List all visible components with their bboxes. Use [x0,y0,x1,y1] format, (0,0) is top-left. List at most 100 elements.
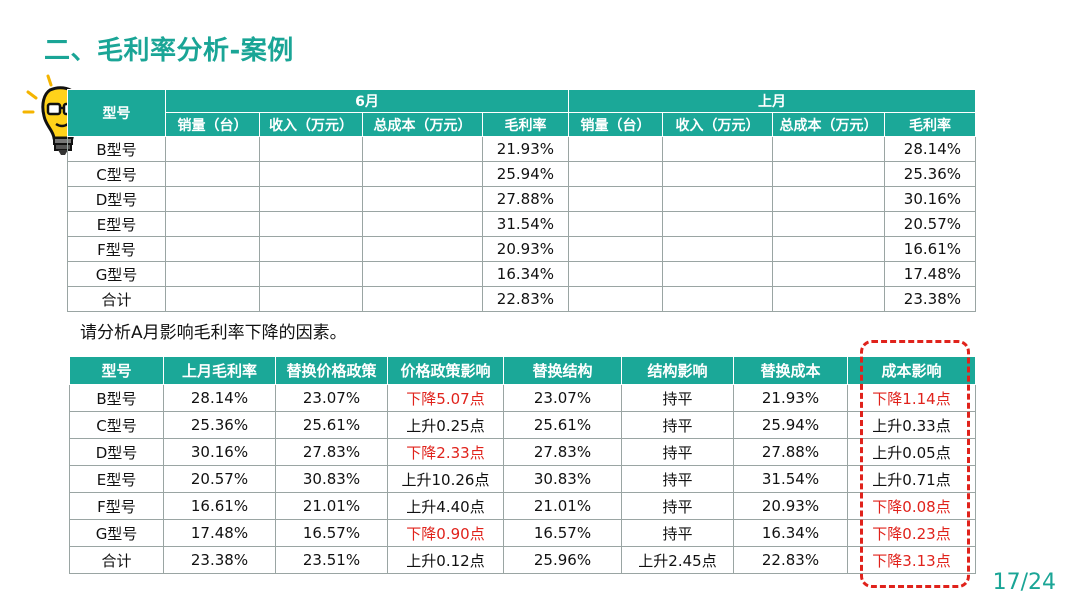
header-cost-substitution: 替换成本 [733,356,848,385]
cost-impact-cell: 上升0.33点 [847,411,976,439]
empty-cell [165,161,260,187]
table-row: F型号 20.93% 16.61% [67,236,976,262]
empty-cell [259,186,363,212]
cost-impact-cell: 上升0.05点 [847,438,976,466]
model-cell: G型号 [69,519,164,547]
price-impact-cell: 下降2.33点 [387,438,504,466]
structure-impact-cell: 持平 [621,384,734,412]
model-cell: G型号 [67,261,166,287]
model-cell: B型号 [69,384,164,412]
price-policy-cell: 21.01% [275,492,388,520]
model-cell: F型号 [67,236,166,262]
previous-margin-cell: 20.57% [163,465,276,493]
empty-cell [662,236,773,262]
header-gross-margin: 毛利率 [884,112,976,137]
structure-impact-cell: 持平 [621,492,734,520]
cost-impact-cell: 下降0.23点 [847,519,976,547]
page-number: 17/24 [992,570,1056,595]
empty-cell [362,186,483,212]
header-total-cost: 总成本（万元） [362,112,483,137]
header-group-previous-month: 上月 [568,89,976,113]
empty-cell [568,161,663,187]
model-cell: C型号 [67,161,166,187]
header-model: 型号 [67,89,166,137]
model-cell: F型号 [69,492,164,520]
table-row: 合计 22.83% 23.38% [67,286,976,312]
empty-cell [259,136,363,162]
current-margin-cell: 20.93% [482,236,569,262]
empty-cell [259,236,363,262]
previous-margin-cell: 30.16% [884,186,976,212]
cost-cell: 20.93% [733,492,848,520]
table-row: G型号 16.34% 17.48% [67,261,976,287]
table-row: C型号 25.94% 25.36% [67,161,976,187]
previous-margin-cell: 20.57% [884,211,976,237]
previous-margin-cell: 16.61% [884,236,976,262]
current-margin-cell: 21.93% [482,136,569,162]
empty-cell [165,136,260,162]
price-impact-cell: 下降0.90点 [387,519,504,547]
price-policy-cell: 30.83% [275,465,388,493]
empty-cell [362,261,483,287]
header-total-cost: 总成本（万元） [772,112,885,137]
table-row: F型号 16.61% 21.01% 上升4.40点 21.01% 持平 20.93% 下降0.… [69,492,976,520]
empty-cell [568,211,663,237]
structure-impact-cell: 持平 [621,438,734,466]
empty-cell [362,236,483,262]
previous-margin-cell: 30.16% [163,438,276,466]
previous-margin-cell: 17.48% [163,519,276,547]
cost-cell: 22.83% [733,546,848,574]
price-impact-cell: 上升0.12点 [387,546,504,574]
structure-cell: 23.07% [503,384,622,412]
empty-cell [662,211,773,237]
previous-margin-cell: 28.14% [163,384,276,412]
empty-cell [772,236,885,262]
cost-impact-cell: 上升0.71点 [847,465,976,493]
cost-cell: 25.94% [733,411,848,439]
empty-cell [259,161,363,187]
empty-cell [662,186,773,212]
structure-cell: 25.96% [503,546,622,574]
model-cell: B型号 [67,136,166,162]
empty-cell [662,161,773,187]
previous-margin-cell: 25.36% [884,161,976,187]
table-row: D型号 30.16% 27.83% 下降2.33点 27.83% 持平 27.88% 上升0.… [69,438,976,466]
structure-cell: 16.57% [503,519,622,547]
structure-impact-cell: 持平 [621,465,734,493]
empty-cell [362,286,483,312]
model-cell: 合计 [69,546,164,574]
current-margin-cell: 25.94% [482,161,569,187]
model-cell: E型号 [69,465,164,493]
price-policy-cell: 23.51% [275,546,388,574]
previous-margin-cell: 28.14% [884,136,976,162]
previous-margin-cell: 23.38% [163,546,276,574]
price-policy-cell: 25.61% [275,411,388,439]
header-structure-substitution: 替换结构 [503,356,622,385]
table-row: D型号 27.88% 30.16% [67,186,976,212]
cost-impact-cell: 下降1.14点 [847,384,976,412]
empty-cell [259,211,363,237]
empty-cell [772,211,885,237]
header-model: 型号 [69,356,164,385]
empty-cell [772,136,885,162]
cost-cell: 21.93% [733,384,848,412]
table-row: B型号 28.14% 23.07% 下降5.07点 23.07% 持平 21.93% 下降1.… [69,384,976,412]
empty-cell [362,211,483,237]
header-previous-margin: 上月毛利率 [163,356,276,385]
cost-impact-cell: 下降3.13点 [847,546,976,574]
current-margin-cell: 22.83% [482,286,569,312]
structure-cell: 30.83% [503,465,622,493]
previous-margin-cell: 23.38% [884,286,976,312]
empty-cell [772,261,885,287]
cost-impact-cell: 下降0.08点 [847,492,976,520]
structure-cell: 25.61% [503,411,622,439]
table-row: E型号 20.57% 30.83% 上升10.26点 30.83% 持平 31.54% 上升0… [69,465,976,493]
header-cost-impact: 成本影响 [847,356,976,385]
cost-impact-highlight-box [860,340,970,588]
header-gross-margin: 毛利率 [482,112,569,137]
empty-cell [259,286,363,312]
model-cell: 合计 [67,286,166,312]
structure-cell: 21.01% [503,492,622,520]
model-cell: C型号 [69,411,164,439]
empty-cell [259,261,363,287]
